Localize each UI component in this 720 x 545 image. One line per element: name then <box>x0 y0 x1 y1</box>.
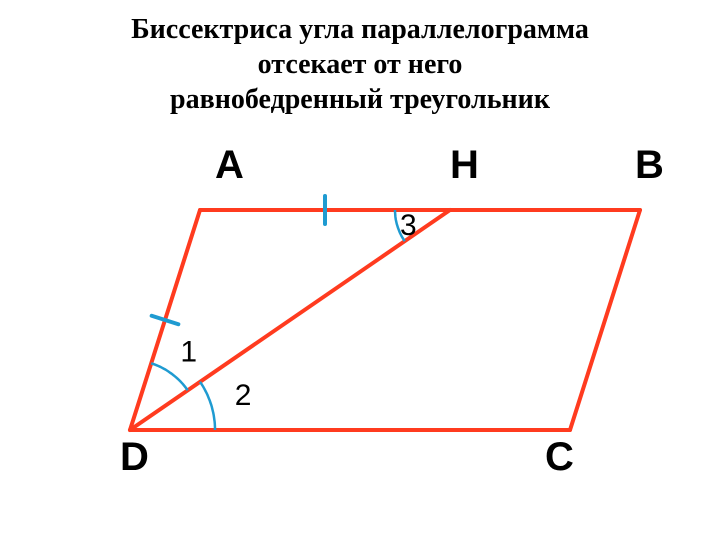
vertex-label-H: H <box>450 143 479 187</box>
vertex-label-A: A <box>215 143 244 187</box>
vertex-label-C: C <box>545 435 574 479</box>
angle-label-3: 3 <box>400 209 417 242</box>
angle-label-2: 2 <box>235 379 252 412</box>
diagram-canvas: 1 2 3 A B C D H <box>0 0 720 540</box>
vertex-label-B: B <box>635 143 664 187</box>
side-BC <box>570 210 640 430</box>
bisector-DH <box>130 210 450 430</box>
vertex-label-D: D <box>120 435 149 479</box>
angle-label-1: 1 <box>180 335 197 368</box>
angle-arc-2 <box>200 382 215 430</box>
